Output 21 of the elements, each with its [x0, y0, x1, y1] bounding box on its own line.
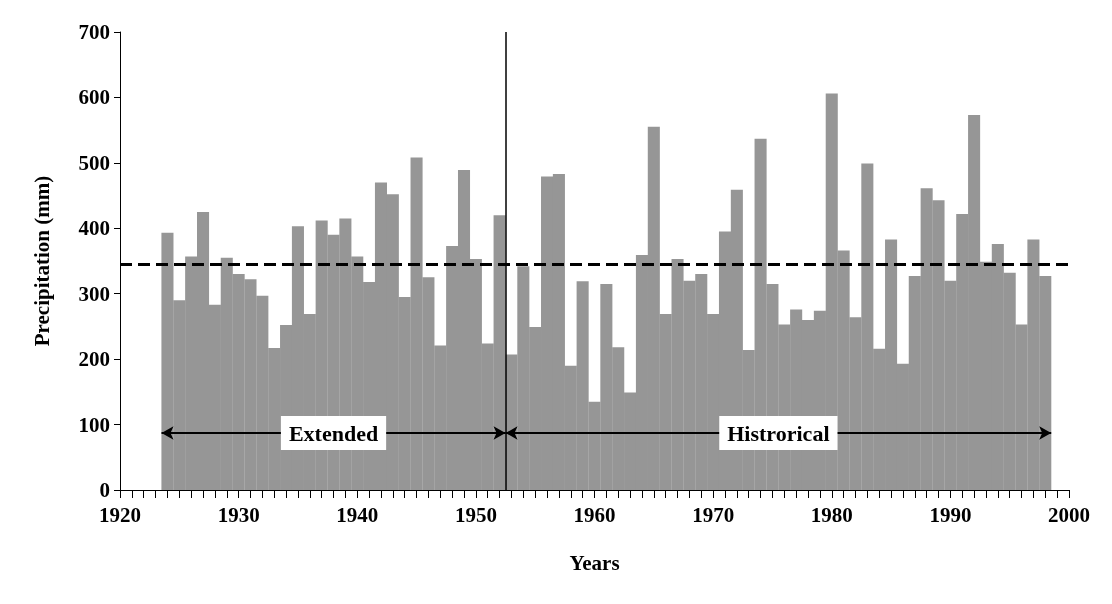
- y-tick-label: 600: [78, 85, 110, 110]
- x-tick-label: 1960: [573, 502, 616, 527]
- y-tick-label: 700: [78, 20, 110, 44]
- x-tick-label: 2000: [1048, 502, 1090, 527]
- x-tick-label: 1990: [929, 502, 972, 527]
- y-tick-label: 100: [78, 412, 110, 437]
- x-axis-title: Years: [569, 550, 620, 575]
- y-axis-title: Precipitation (mm): [29, 175, 54, 347]
- annotation: Extended: [288, 420, 379, 446]
- y-tick-label: 0: [99, 478, 110, 502]
- x-tick-label: 1980: [810, 502, 853, 527]
- x-tick-label: 1940: [336, 502, 379, 527]
- y-tick-label: 200: [78, 347, 110, 372]
- annotation: Histrorical: [727, 420, 830, 446]
- x-tick-label: 1920: [99, 502, 141, 527]
- x-tick-label: 1970: [692, 502, 735, 527]
- y-tick-label: 500: [78, 150, 110, 175]
- x-tick-label: 1930: [217, 502, 260, 527]
- y-tick-label: 300: [78, 281, 110, 306]
- x-tick-label: 1950: [454, 502, 497, 527]
- y-tick-label: 400: [78, 216, 110, 241]
